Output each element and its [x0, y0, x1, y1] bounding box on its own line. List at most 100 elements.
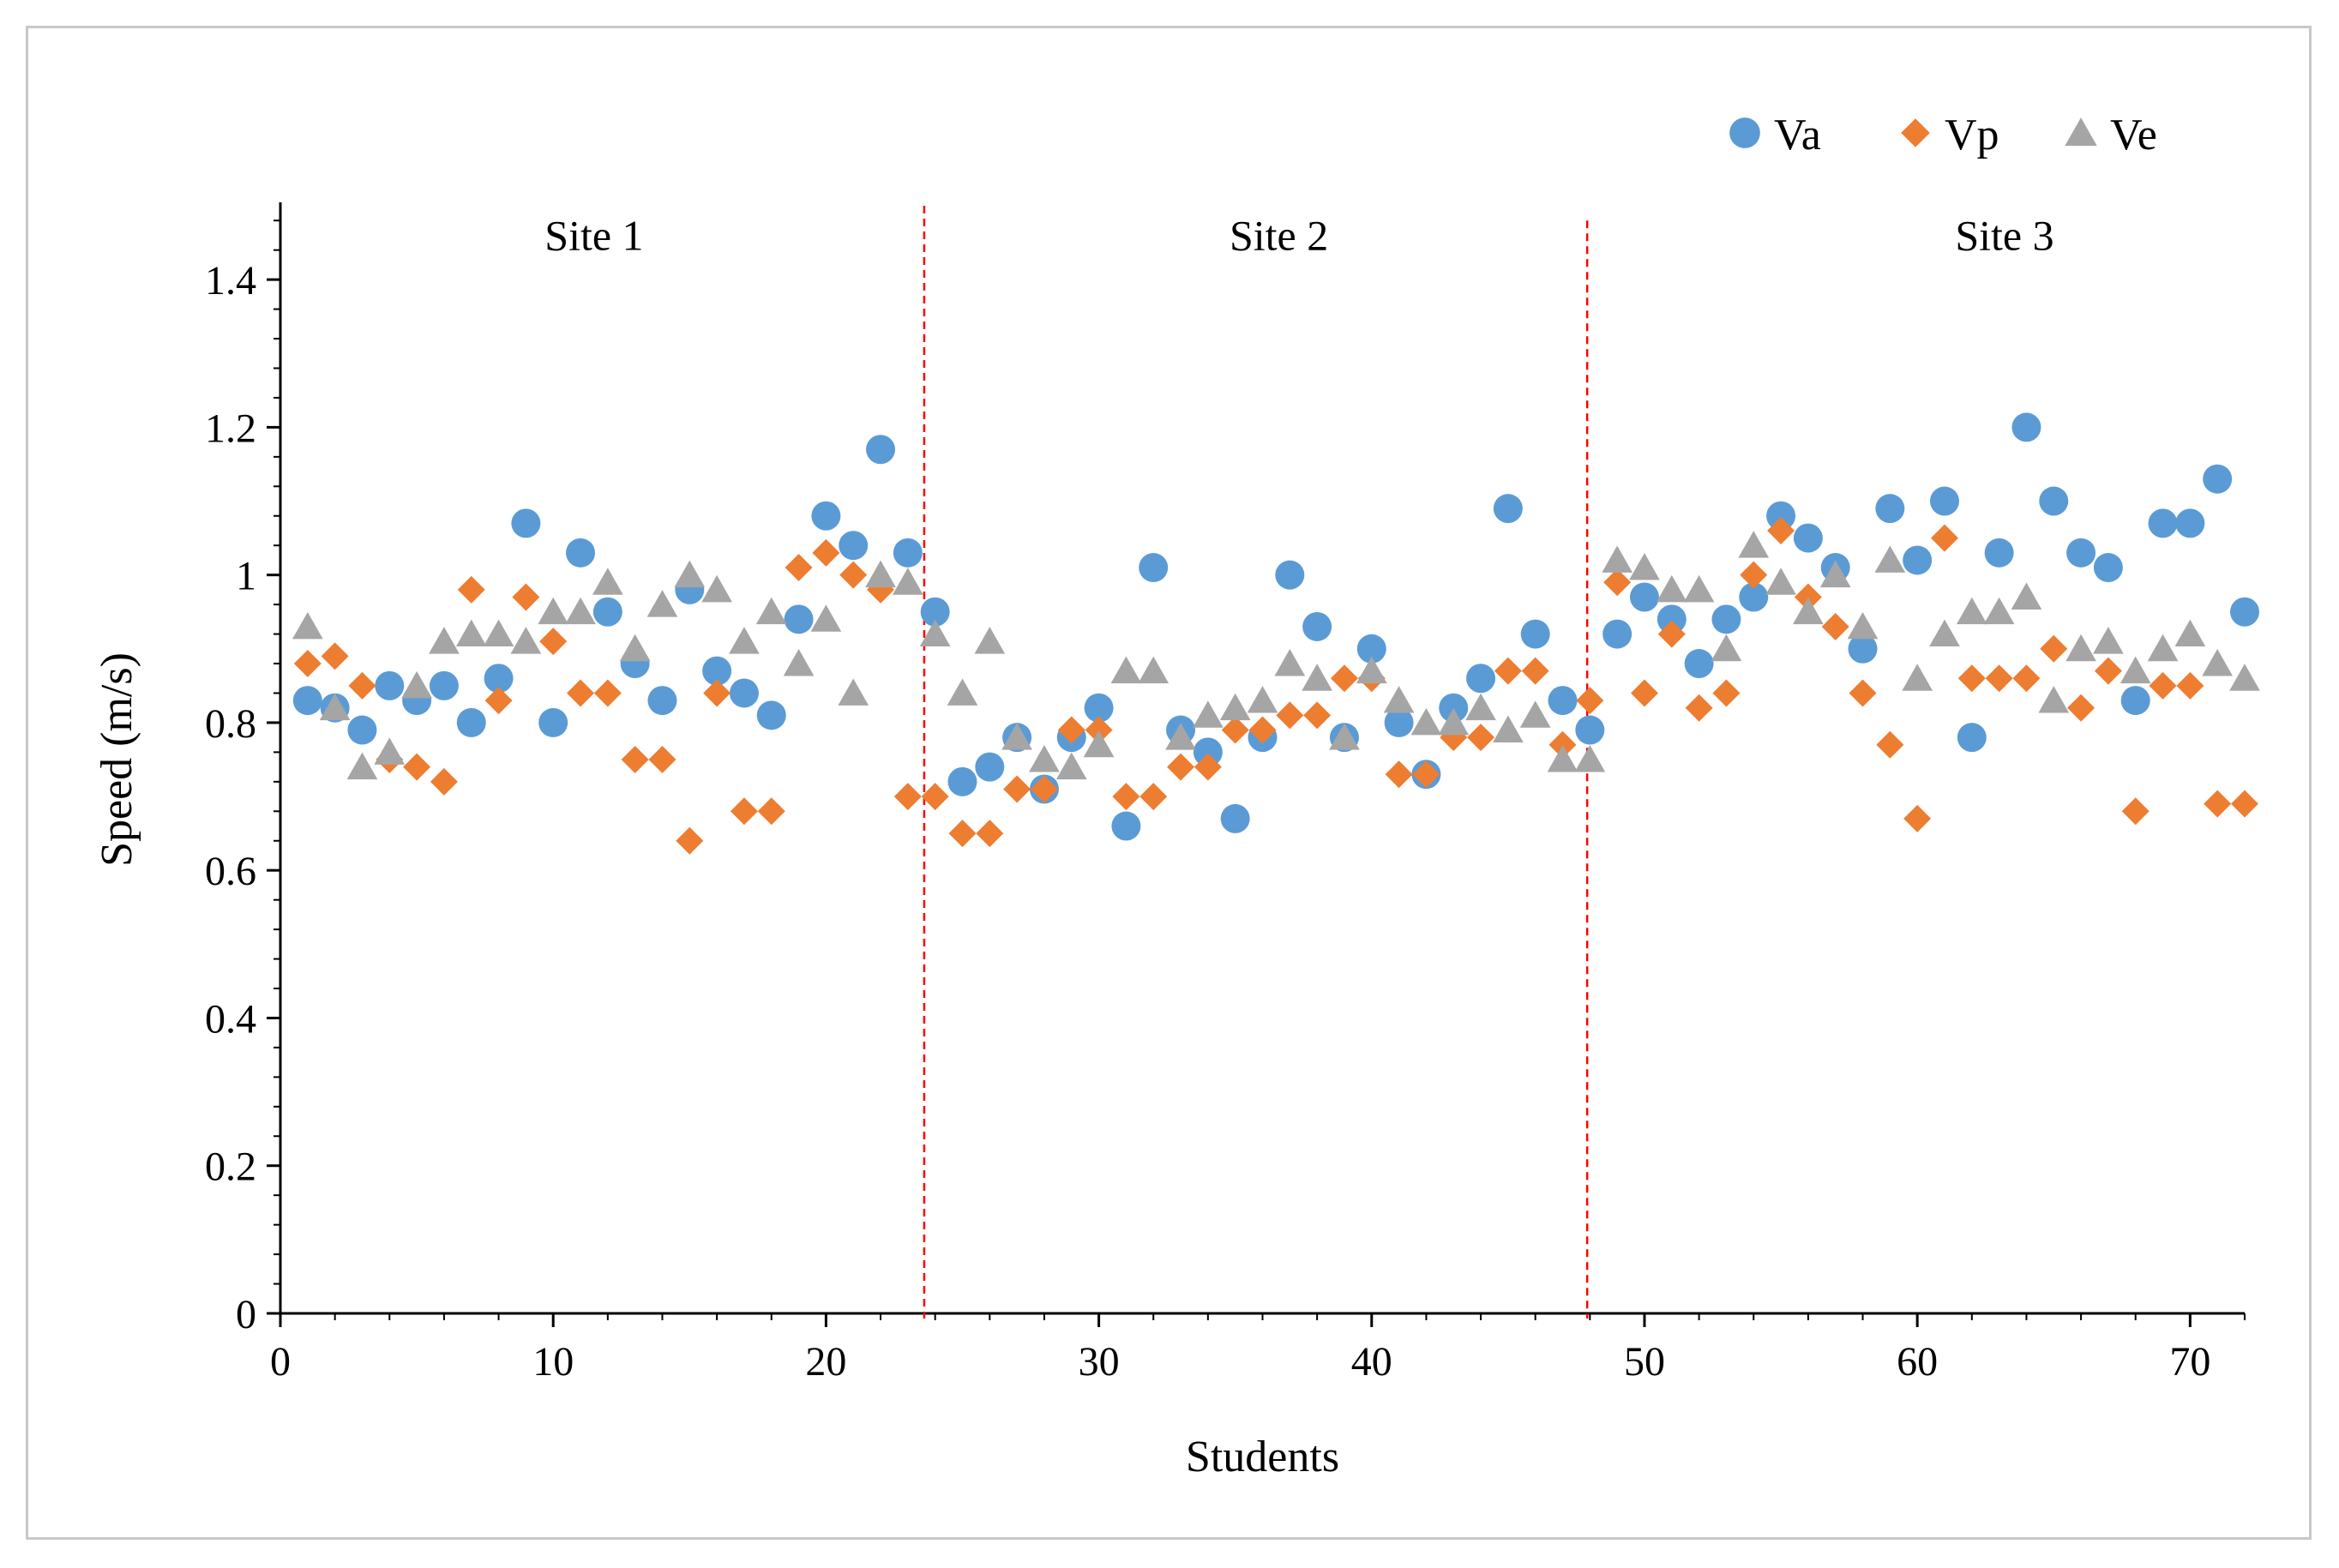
point-vp [621, 746, 649, 773]
point-ve [674, 560, 706, 588]
point-vp [1057, 716, 1085, 744]
point-ve [646, 590, 678, 617]
point-va [975, 752, 1005, 782]
point-vp [703, 679, 731, 707]
point-vp [1657, 620, 1686, 648]
point-vp [1985, 664, 2013, 693]
point-va [893, 538, 923, 568]
legend-label-va: Va [1774, 111, 1821, 159]
point-va [2148, 508, 2178, 538]
point-ve [810, 604, 842, 632]
point-vp [457, 575, 485, 604]
point-vp [1385, 760, 1413, 789]
point-va [2175, 508, 2205, 538]
x-tick-label: 60 [1897, 1339, 1938, 1385]
point-va [1439, 693, 1469, 723]
point-va [1602, 619, 1632, 649]
point-ve [2202, 649, 2234, 676]
point-va [1466, 664, 1496, 694]
point-vp [1003, 775, 1031, 803]
point-vp [1930, 524, 1958, 552]
point-ve [1138, 656, 1170, 684]
data-series-group [292, 412, 2260, 855]
legend-marker-va [1729, 117, 1760, 148]
point-ve [2038, 686, 2070, 713]
point-ve [2120, 656, 2151, 684]
point-ve [1001, 723, 1032, 750]
point-va [566, 538, 596, 568]
point-ve [1329, 723, 1360, 750]
point-ve [1683, 574, 1715, 603]
point-va [1629, 582, 1659, 612]
point-va [2120, 686, 2150, 716]
point-va [839, 531, 869, 561]
point-va [2203, 464, 2233, 494]
point-va [784, 604, 814, 634]
point-vp [921, 783, 949, 811]
x-tick-label: 30 [1079, 1339, 1120, 1385]
point-vp [1467, 724, 1495, 752]
point-va [538, 707, 568, 737]
point-va [702, 656, 732, 686]
point-ve [1983, 597, 2015, 625]
point-va [1275, 560, 1305, 590]
legend-label-vp: Vp [1945, 111, 1999, 159]
point-va [1957, 723, 1987, 753]
point-vp [2012, 664, 2041, 693]
point-ve [1410, 707, 1442, 736]
point-vp [757, 797, 785, 826]
y-tick-label: 0.2 [205, 1144, 256, 1190]
point-va [1220, 803, 1250, 833]
point-ve [1110, 656, 1142, 684]
point-ve [1547, 745, 1578, 772]
point-ve [838, 678, 869, 706]
point-ve [1465, 693, 1496, 721]
point-va [947, 766, 977, 796]
point-va [1356, 634, 1386, 664]
point-vp [1139, 783, 1168, 811]
point-vp [1521, 657, 1549, 685]
point-vp [1412, 760, 1440, 789]
point-ve [1819, 560, 1851, 588]
point-ve [755, 597, 787, 625]
point-va [1711, 604, 1741, 634]
point-vp [1194, 753, 1222, 781]
point-va [1793, 523, 1823, 553]
point-va [456, 707, 486, 737]
site-separators [923, 206, 1589, 1319]
point-vp [1494, 657, 1522, 685]
point-va [2066, 538, 2096, 568]
point-vp [812, 538, 840, 567]
point-vp [648, 746, 676, 773]
point-vp [2176, 671, 2204, 700]
point-ve [2011, 582, 2042, 610]
point-vp [1167, 753, 1195, 781]
point-vp [1030, 775, 1058, 803]
point-vp [1876, 730, 1904, 759]
point-ve [1711, 634, 1742, 662]
site-labels: Site 1 Site 2 Site 3 [544, 211, 2053, 259]
point-va [1875, 494, 1905, 524]
point-vp [539, 628, 568, 656]
point-ve [1656, 574, 1687, 603]
point-ve [1929, 619, 1960, 647]
point-ve [974, 627, 1006, 654]
point-va [2230, 597, 2259, 627]
point-vp [1085, 716, 1113, 744]
point-ve [1902, 664, 1933, 691]
point-va [1684, 649, 1714, 679]
x-tick-label: 50 [1624, 1339, 1665, 1385]
point-va [511, 508, 541, 538]
point-ve [1029, 745, 1060, 772]
point-vp [2149, 671, 2177, 700]
point-ve [346, 752, 378, 780]
series-ve [292, 531, 2260, 780]
point-va [1657, 604, 1687, 634]
legend-label-ve: Ve [2110, 111, 2157, 159]
point-vp [1248, 716, 1277, 744]
chart-frame: 0 0.2 0.4 0.6 0.8 1 1.2 1.4 0 10 20 30 40 50 60 70 Site… [26, 26, 2312, 1540]
point-vp [893, 783, 922, 811]
point-ve [1356, 656, 1387, 684]
point-ve [429, 627, 460, 654]
point-vp [1276, 701, 1304, 730]
